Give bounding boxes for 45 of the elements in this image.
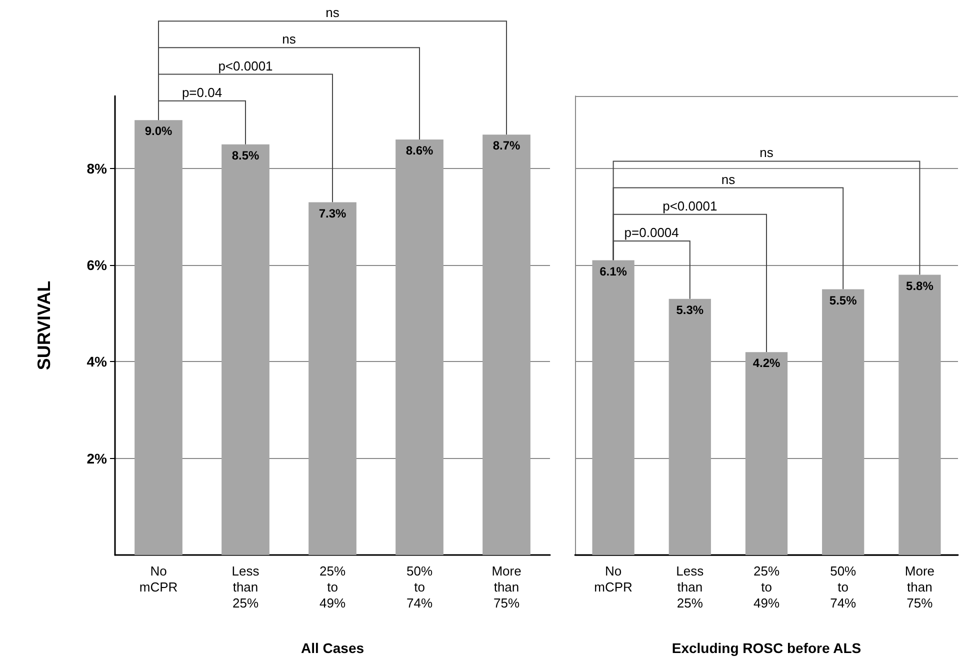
data-label: 5.8% [906,278,934,293]
x-tick-label: 50% to 74% [406,564,433,610]
y-axis-title: SURVIVAL [34,280,54,370]
x-axis-title: All Cases [300,640,364,656]
bar [308,202,356,555]
annotation: p=0.04 [182,84,222,100]
x-tick-label: Less than 25% [232,564,260,610]
bar [822,289,864,555]
x-tick-label: 25% to 49% [319,564,346,610]
text: ns [326,5,340,20]
data-label: 9.0% [144,124,172,138]
annotation: p=0.0004 [624,224,679,240]
data-label: 4.2% [752,356,780,370]
bar [898,274,941,555]
bar [134,120,182,555]
y-tick-label: 4% [86,354,108,370]
x-tick-label: 50% to 74% [830,564,857,610]
data-label: 8.5% [232,148,260,162]
data-label: 6.1% [600,264,628,278]
x-tick-label: More than 75% [904,564,935,610]
data-label: 8.7% [492,138,520,153]
x-axis-title: Excluding ROSC before ALS [672,640,862,656]
x-tick-label: 25% to 49% [753,564,780,610]
annotation: ns [721,172,736,187]
x-tick-label: No mCPR [139,564,178,594]
data-label: 5.5% [829,293,858,308]
x-tick-label: Less than 25% [676,564,704,610]
y-tick-label: 8% [86,160,108,176]
data-label: 8.6% [406,143,434,158]
bar [396,139,444,555]
text: ns [282,32,296,47]
annotation: p<0.0001 [662,198,718,214]
x-tick-label: More than 75% [492,564,522,610]
bar [668,298,711,555]
bar [592,260,634,555]
data-label: 5.3% [676,302,704,317]
data-label: 7.3% [318,206,346,220]
bar [222,144,270,555]
x-tick-label: No mCPR [594,564,632,594]
text: p<0.0001 [218,58,273,74]
y-tick-label: 2% [86,450,108,466]
bar [482,134,530,555]
bar [745,352,788,555]
y-tick-label: 6% [86,257,108,274]
annotation: ns [760,145,774,160]
